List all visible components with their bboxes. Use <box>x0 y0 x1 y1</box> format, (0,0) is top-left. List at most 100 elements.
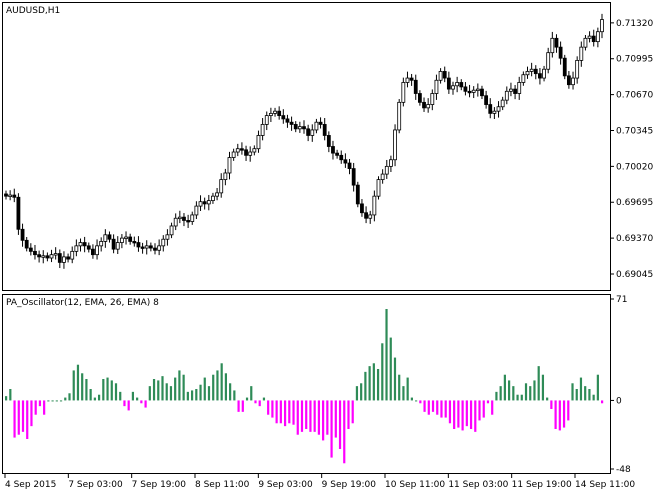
oscillator-bar <box>453 400 456 429</box>
oscillator-bar <box>343 400 346 464</box>
oscillator-bar <box>351 400 354 424</box>
candle-body <box>12 194 17 198</box>
oscillator-bar <box>47 400 50 402</box>
candle-body <box>194 205 199 216</box>
time-tick-label: 4 Sep 2015 <box>5 480 56 490</box>
candle-body <box>401 82 406 103</box>
candle-body <box>277 110 282 116</box>
candle-body <box>119 237 124 243</box>
oscillator-bar <box>30 400 33 427</box>
candle-body <box>351 168 356 186</box>
oscillator-bar <box>250 386 253 401</box>
candle-body <box>442 71 447 79</box>
oscillator-bar <box>415 400 418 402</box>
oscillator-bar <box>406 377 409 401</box>
candle-body <box>463 86 468 92</box>
candle-body <box>542 68 546 79</box>
oscillator-bar <box>550 400 553 409</box>
candle-body <box>182 216 186 221</box>
oscillator-bar <box>241 400 244 412</box>
candle-body <box>343 159 348 164</box>
candle-body <box>70 250 75 260</box>
oscillator-bar <box>360 383 363 401</box>
candle-body <box>235 148 240 153</box>
price-tick-label: 0.70020 <box>616 162 653 172</box>
oscillator-bar <box>271 400 274 418</box>
candle-body <box>202 201 207 205</box>
oscillator-bar <box>283 400 287 427</box>
candle-body <box>136 242 141 248</box>
oscillator-bar <box>461 400 464 431</box>
oscillator-tick-label: 71 <box>616 295 627 305</box>
candle-body <box>484 95 489 105</box>
candle-body <box>252 148 257 153</box>
oscillator-bar <box>114 383 118 401</box>
candle-body <box>28 247 33 252</box>
candle-body <box>446 77 451 90</box>
oscillator-bar <box>9 389 12 401</box>
candle-body <box>153 247 157 251</box>
oscillator-bar <box>558 400 561 431</box>
candle-body <box>413 79 418 94</box>
oscillator-bar <box>326 400 329 435</box>
candle-body <box>53 253 58 256</box>
candle-body <box>471 89 476 93</box>
oscillator-bar <box>537 366 540 401</box>
oscillator-bar <box>34 400 37 415</box>
price-panel-frame <box>2 2 611 291</box>
candle-body <box>397 101 402 131</box>
indicator-panel-title: PA_Oscillator(12, EMA, 26, EMA) 8 <box>6 298 159 308</box>
candle-body <box>310 129 315 136</box>
oscillator-bar <box>13 400 16 438</box>
oscillator-bar <box>381 343 384 401</box>
oscillator-bar <box>567 400 570 421</box>
candle-body <box>215 192 219 197</box>
oscillator-bar <box>207 386 211 401</box>
oscillator-bar <box>402 386 405 401</box>
oscillator-bar <box>305 400 308 429</box>
candle-body <box>488 104 493 114</box>
oscillator-bar <box>233 390 236 401</box>
candle-body <box>289 121 294 125</box>
candle-body <box>8 194 13 197</box>
price-tick-label: 0.69370 <box>616 234 653 244</box>
candle-body <box>587 35 592 39</box>
time-tick-label: 7 Sep 03:00 <box>68 480 123 490</box>
candle-body <box>355 184 360 205</box>
candle-body <box>161 238 166 247</box>
oscillator-bar <box>102 379 105 401</box>
candle-body <box>492 110 497 114</box>
candle-body <box>248 151 253 156</box>
time-tick-label: 14 Sep 11:00 <box>575 480 635 490</box>
oscillator-bar <box>389 337 392 401</box>
oscillator-bar <box>288 400 291 424</box>
oscillator-bar <box>21 400 25 432</box>
oscillator-bar <box>546 397 549 401</box>
candle-body <box>66 256 70 260</box>
candle-body <box>82 242 87 247</box>
oscillator-bar <box>229 383 232 401</box>
oscillator-bar <box>322 400 325 441</box>
oscillator-bar <box>89 389 92 401</box>
oscillator-bar <box>136 397 139 401</box>
candle-body <box>173 217 178 227</box>
candle-body <box>579 46 584 61</box>
oscillator-bar <box>85 379 88 401</box>
indicator-panel-frame <box>2 294 611 474</box>
candle-body <box>190 214 195 222</box>
oscillator-bar <box>5 396 8 401</box>
oscillator-bar <box>169 386 173 401</box>
candle-body <box>306 128 311 136</box>
candle-body <box>57 253 62 263</box>
candle-body <box>285 118 290 123</box>
candle-body <box>550 37 555 54</box>
candle-body <box>124 236 128 239</box>
oscillator-bar <box>503 374 506 401</box>
candle-body <box>322 124 327 136</box>
candle-body <box>405 77 410 83</box>
price-tick-label: 0.70995 <box>616 55 653 65</box>
candle-body <box>455 82 460 87</box>
oscillator-bar <box>199 384 202 401</box>
